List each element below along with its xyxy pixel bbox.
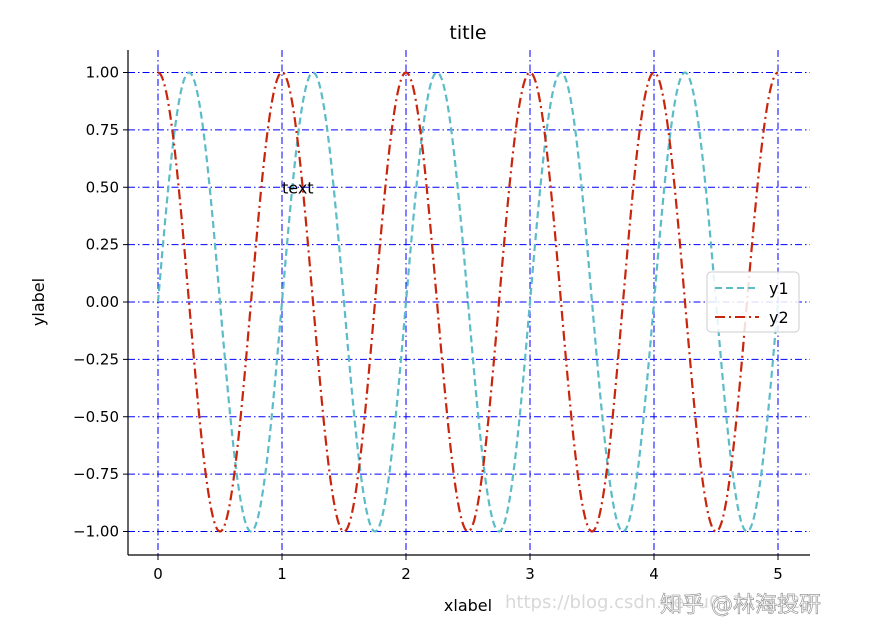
legend: y1 y2 [706, 271, 800, 333]
series-line-y1 [156, 71, 780, 533]
x-tick-label: 2 [401, 565, 411, 583]
tick-layer: 0 1 2 3 4 5 1.00 0.75 0.50 0.25 0.00 −0.25 −0.50 −0.7… [73, 64, 783, 584]
y-tick-label: 0.75 [86, 121, 119, 139]
y-tick-label: 0.25 [86, 236, 119, 254]
watermark-url: https://blog.csdn.net/u013421629 [505, 592, 812, 613]
legend-label-y2: y2 [769, 308, 789, 327]
y-tick-label: −0.50 [73, 408, 119, 426]
x-tick-label: 1 [277, 565, 287, 583]
watermark: https://blog.csdn.net/u013421629 知乎 @林海投… [505, 592, 821, 618]
x-tick-label: 0 [153, 565, 163, 583]
y-tick-label: −0.75 [73, 465, 119, 483]
annotation-text: text [282, 178, 314, 197]
x-axis-label: xlabel [444, 596, 492, 615]
x-tick-label: 5 [773, 565, 783, 583]
watermark-text: 知乎 @林海投研 [660, 593, 821, 618]
y-axis-label: ylabel [29, 278, 48, 326]
y-tick-label: 0.00 [86, 293, 119, 311]
plot-lines [156, 71, 780, 533]
legend-label-y1: y1 [769, 279, 789, 298]
x-tick-label: 4 [649, 565, 659, 583]
y-tick-label: −0.25 [73, 350, 119, 368]
x-tick-label: 3 [525, 565, 535, 583]
y-tick-label: 0.50 [86, 178, 119, 196]
y-tick-label: 1.00 [86, 64, 119, 82]
chart-title: title [449, 22, 486, 44]
series-line-y2 [157, 71, 779, 533]
y-tick-label: −1.00 [73, 523, 119, 541]
